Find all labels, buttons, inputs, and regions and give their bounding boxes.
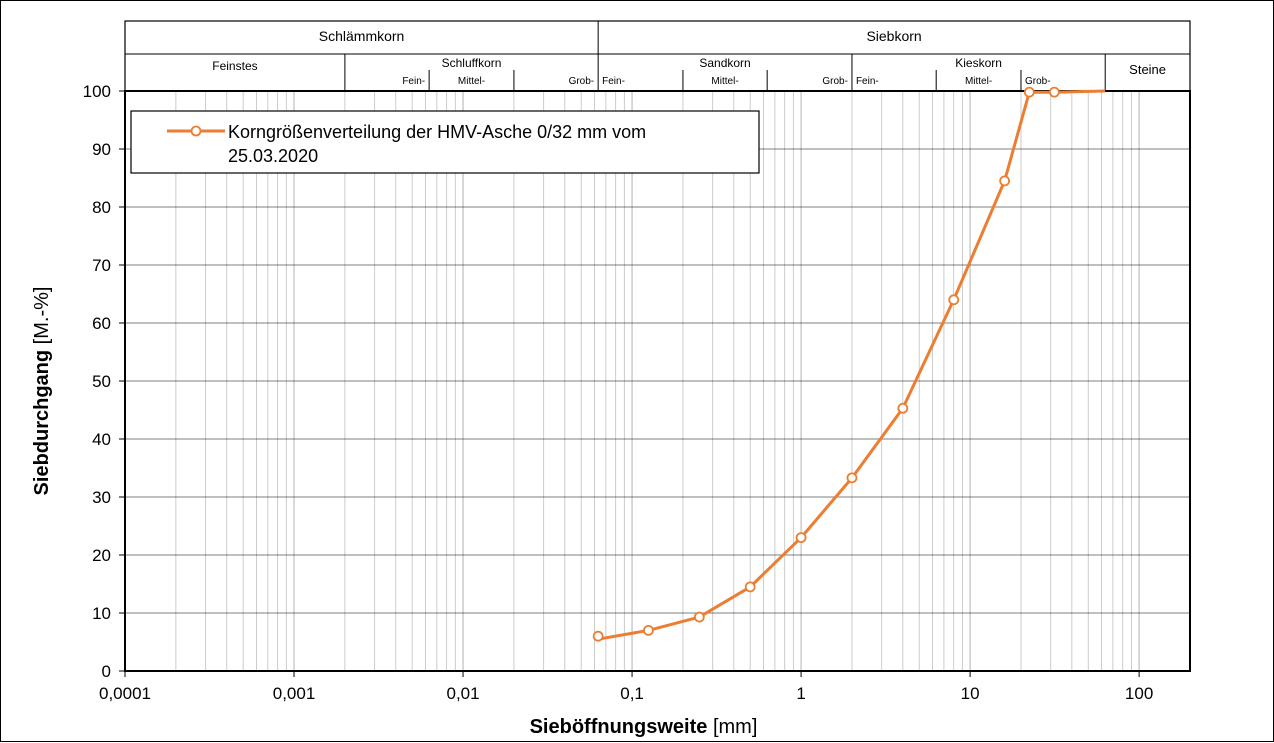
y-tick-label: 80 bbox=[92, 198, 111, 217]
y-tick-label: 40 bbox=[92, 430, 111, 449]
legend-label-line1: Korngrößenverteilung der HMV-Asche 0/32 … bbox=[228, 122, 646, 142]
y-tick-label: 50 bbox=[92, 372, 111, 391]
data-point bbox=[795, 532, 807, 543]
data-point bbox=[693, 611, 705, 623]
data-point bbox=[999, 175, 1011, 187]
x-tick-label: 0,01 bbox=[446, 684, 479, 703]
x-tick-label: 0,0001 bbox=[99, 684, 151, 703]
y-tick-label: 0 bbox=[102, 662, 111, 681]
y-tick-label: 20 bbox=[92, 546, 111, 565]
legend-marker bbox=[190, 125, 202, 137]
y-tick-label: 30 bbox=[92, 488, 111, 507]
y-tick-label: 100 bbox=[83, 82, 111, 101]
header-sub-label: Fein- bbox=[402, 76, 425, 87]
header-group-label: Schluffkorn bbox=[442, 56, 502, 70]
data-point bbox=[1023, 86, 1035, 98]
data-point bbox=[744, 581, 756, 593]
y-tick-label: 60 bbox=[92, 314, 111, 333]
x-tick-label: 10 bbox=[961, 684, 980, 703]
header-siebkorn: Siebkorn bbox=[866, 28, 921, 44]
header-sub-label: Fein- bbox=[856, 76, 879, 87]
y-tick-label: 90 bbox=[92, 140, 111, 159]
header-group-label: Feinstes bbox=[212, 59, 257, 73]
legend-box bbox=[130, 110, 760, 174]
header-schlaemmkorn: Schlämmkorn bbox=[319, 28, 405, 44]
data-point bbox=[846, 472, 858, 484]
data-point bbox=[948, 294, 960, 306]
legend: Korngrößenverteilung der HMV-Asche 0/32 … bbox=[130, 110, 760, 174]
data-point bbox=[1048, 86, 1060, 98]
series-layer bbox=[592, 86, 1106, 642]
header-sub-label: Mittel- bbox=[965, 76, 992, 87]
legend-label-line2: 25.03.2020 bbox=[228, 146, 318, 166]
header-sub-label: Fein- bbox=[602, 76, 625, 87]
header-group-label: Kieskorn bbox=[955, 56, 1002, 70]
data-point bbox=[897, 402, 909, 414]
x-tick-label: 0,1 bbox=[620, 684, 644, 703]
x-tick-label: 100 bbox=[1125, 684, 1153, 703]
header-sub-label: Mittel- bbox=[711, 76, 738, 87]
header-sub-label: Mittel- bbox=[458, 76, 485, 87]
grid bbox=[124, 90, 1191, 671]
header-sub-label: Grob- bbox=[569, 76, 595, 87]
data-point bbox=[592, 630, 604, 642]
axes: 0,0001 0,001 0,01 0,1 1 10 100 0 10 20 30 40 50 60 70 8… bbox=[31, 82, 1191, 738]
header-group-label: Steine bbox=[1129, 62, 1166, 77]
y-axis-title: Siebdurchgang [M.-%] bbox=[31, 287, 53, 496]
header-group-label: Sandkorn bbox=[699, 56, 750, 70]
header-sub-label: Grob- bbox=[822, 76, 848, 87]
x-tick-label: 0,001 bbox=[273, 684, 316, 703]
data-point bbox=[643, 625, 654, 636]
y-tick-label: 10 bbox=[92, 604, 111, 623]
y-tick-label: 70 bbox=[92, 256, 111, 275]
header-sub-label: Grob- bbox=[1025, 76, 1051, 87]
classification-header: Schlämmkorn Siebkorn Feinstes Schluffkorn Sa… bbox=[124, 20, 1191, 92]
x-axis-title: Sieböffnungsweite [mm] bbox=[530, 716, 758, 738]
x-tick-label: 1 bbox=[796, 684, 805, 703]
